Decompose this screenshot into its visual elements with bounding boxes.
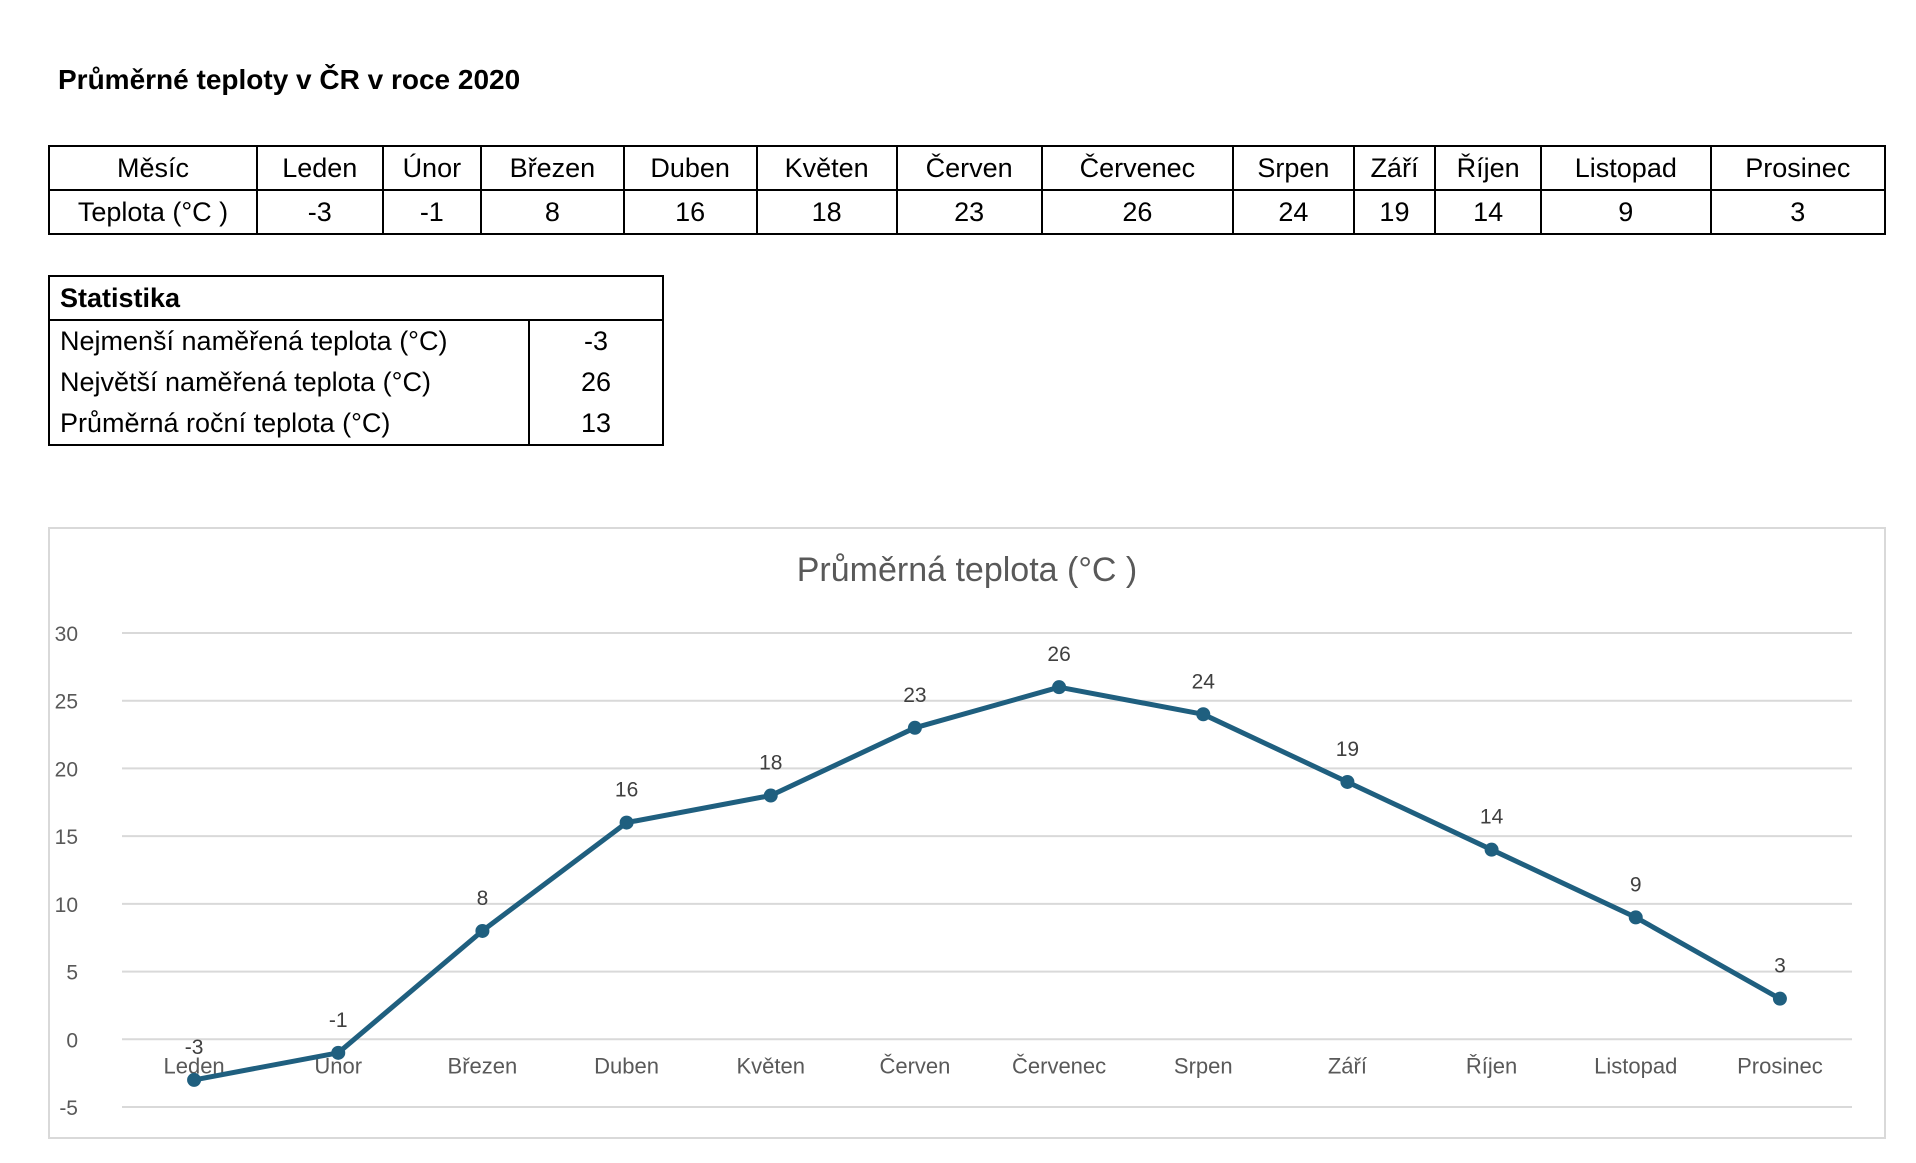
temperature-cell: 24 (1232, 189, 1355, 235)
month-cell: Říjen (1434, 145, 1543, 191)
month-cell: Leden (256, 145, 384, 191)
monthly-temperature-table: Měsíc Leden Únor Březen Duben Květen Čer… (48, 145, 1887, 235)
month-cell: Září (1352, 145, 1437, 191)
stat-row-min: Nejmenší naměřená teplota (°C) -3 (49, 320, 663, 362)
data-label: 18 (759, 752, 782, 775)
row-header-month: Měsíc (48, 145, 258, 191)
data-label: 19 (1336, 738, 1359, 761)
temperature-cell: 14 (1434, 189, 1543, 235)
data-point (1196, 707, 1211, 722)
statistics-header: Statistika (49, 276, 663, 321)
stat-value: -3 (583, 326, 608, 356)
row-header-temperature: Teplota (°C ) (48, 189, 258, 235)
temperature-cell: 19 (1352, 189, 1437, 235)
stat-value: 13 (580, 408, 612, 438)
data-point (907, 720, 922, 735)
data-point (475, 923, 490, 938)
chart-title: Průměrná teplota (°C ) (797, 551, 1138, 589)
temperature-cell: 8 (480, 189, 625, 235)
y-tick-label: 25 (55, 691, 78, 714)
temperature-cell: 26 (1040, 189, 1235, 235)
x-tick-label: Listopad (1594, 1053, 1677, 1078)
month-cell: Prosinec (1709, 145, 1887, 191)
x-tick-label: Srpen (1174, 1053, 1233, 1078)
data-label: 23 (903, 684, 926, 707)
temperature-cell: 23 (895, 189, 1043, 235)
x-tick-label: Květen (737, 1053, 806, 1078)
x-tick-label: Červenec (1012, 1053, 1106, 1078)
month-cell: Červenec (1040, 145, 1235, 191)
statistics-table: Statistika Nejmenší naměřená teplota (°C… (48, 275, 664, 446)
data-label: -1 (329, 1009, 348, 1032)
data-point (1628, 910, 1643, 925)
line-chart: Průměrná teplota (°C ) 302520151050-5Led… (55, 551, 1852, 1120)
data-label: 8 (477, 887, 489, 910)
page-title: Průměrné teploty v ČR v roce 2020 (58, 64, 521, 95)
stat-label: Nejmenší naměřená teplota (°C) (49, 320, 530, 362)
y-tick-label: 10 (55, 894, 78, 917)
temperature-cell: 18 (755, 189, 898, 235)
month-cell: Červen (895, 145, 1043, 191)
temperature-cell: 16 (622, 189, 758, 235)
month-cell: Duben (622, 145, 758, 191)
temperature-cell: -1 (381, 189, 483, 235)
y-tick-label: 5 (66, 962, 78, 985)
temperature-cell: -3 (256, 189, 384, 235)
y-tick-label: 30 (55, 623, 78, 646)
chart-area: Průměrná teplota (°C ) 30 25 20 15 10 5 0 -5 Led… (48, 527, 1886, 1139)
x-tick-label: Březen (448, 1053, 518, 1078)
data-label: 14 (1480, 806, 1504, 829)
data-label: 26 (1047, 643, 1070, 666)
temperature-cell: 9 (1540, 189, 1712, 235)
stat-value: 26 (580, 367, 612, 397)
data-label: 3 (1774, 955, 1786, 978)
x-tick-label: Červen (879, 1053, 950, 1078)
y-tick-label: 20 (55, 758, 78, 781)
data-point (1340, 774, 1355, 789)
y-tick-label: 15 (55, 826, 78, 849)
x-tick-label: Prosinec (1737, 1053, 1823, 1078)
stat-label: Průměrná roční teplota (°C) (49, 403, 530, 445)
temperatures-row: Teplota (°C ) -3 -1 8 16 18 23 26 24 19 … (48, 189, 1887, 235)
stat-label: Největší naměřená teplota (°C) (49, 362, 530, 403)
data-label: -3 (185, 1036, 204, 1059)
data-point (1052, 680, 1067, 695)
stat-row-average: Průměrná roční teplota (°C) 13 (49, 403, 663, 445)
y-tick-label: -5 (59, 1097, 78, 1120)
temperature-cell: 3 (1709, 189, 1887, 235)
month-cell: Březen (480, 145, 625, 191)
month-cell: Srpen (1232, 145, 1355, 191)
data-point (187, 1072, 202, 1087)
data-point (1484, 842, 1499, 857)
series-line (193, 684, 1782, 1083)
data-point (763, 788, 778, 803)
month-cell: Únor (381, 145, 483, 191)
x-tick-label: Duben (594, 1053, 659, 1078)
data-label: 9 (1630, 873, 1642, 896)
stat-row-max: Největší naměřená teplota (°C) 26 (49, 362, 663, 403)
data-label: 16 (615, 779, 638, 802)
x-tick-label: Září (1328, 1053, 1367, 1078)
data-point (619, 815, 634, 830)
data-label: 24 (1192, 670, 1216, 693)
month-cell: Květen (755, 145, 898, 191)
months-row: Měsíc Leden Únor Březen Duben Květen Čer… (48, 145, 1887, 191)
x-tick-label: Říjen (1466, 1053, 1517, 1078)
month-cell: Listopad (1540, 145, 1712, 191)
data-point (1772, 991, 1787, 1006)
data-point (331, 1045, 346, 1060)
y-tick-label: 0 (66, 1029, 78, 1052)
